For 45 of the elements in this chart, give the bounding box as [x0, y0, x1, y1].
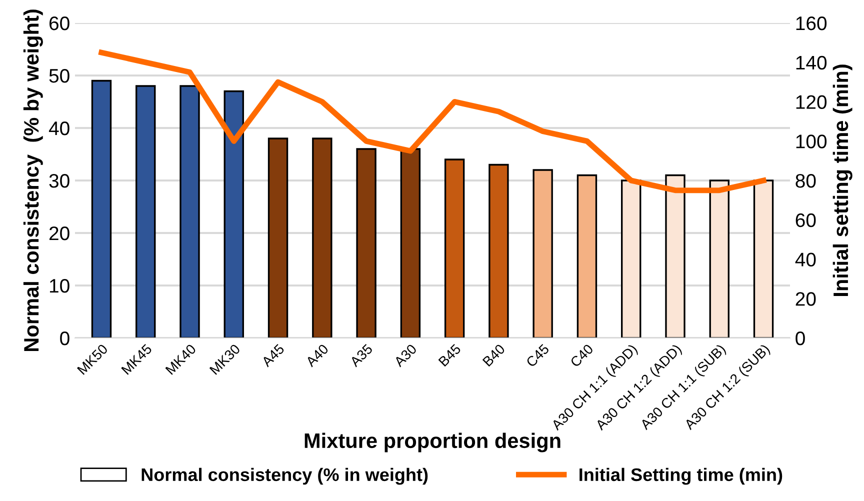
y2-tick-label: 0: [796, 331, 805, 346]
y2-tick-label: 140: [796, 56, 827, 70]
x-tick-label: C45: [526, 344, 550, 368]
bar: [224, 90, 244, 338]
x-tick-label: B45: [438, 344, 462, 367]
y-axis-title: Normal consistency (% by weight): [23, 10, 43, 352]
legend-label: Initial Setting time (min): [580, 468, 782, 485]
bar: [312, 138, 332, 338]
y2-tick-label: 40: [795, 252, 816, 266]
y2-tick-label: 60: [796, 213, 816, 228]
y-tick-label: 60: [50, 16, 70, 30]
y-tick-label: 20: [49, 226, 70, 240]
y2-tick-label: 20: [796, 292, 816, 306]
bar: [136, 85, 156, 338]
y-tick-label: 50: [49, 68, 70, 83]
x-tick-label: A35: [349, 344, 374, 368]
bar: [532, 169, 553, 338]
y-tick-label: 0: [60, 331, 70, 346]
y-tick-label: 10: [50, 278, 70, 293]
legend-label: Normal consistency (% in weight): [142, 468, 428, 485]
y2-tick-label: 120: [796, 95, 827, 109]
x-tick-label: A45: [260, 344, 285, 368]
bar: [91, 80, 112, 338]
x-tick-label: B40: [482, 344, 506, 367]
bar: [576, 174, 598, 338]
bar: [665, 174, 686, 338]
x-tick-label: A30: [393, 344, 418, 368]
y2-tick-label: 80: [796, 174, 816, 188]
bar: [444, 158, 465, 338]
bar: [709, 180, 730, 338]
bar: [621, 180, 642, 338]
bar: [180, 85, 200, 338]
y-tick-label: 40: [48, 121, 70, 136]
bar: [753, 180, 774, 338]
x-tick-label: C40: [570, 344, 594, 368]
y-tick-label: 30: [49, 174, 70, 188]
bar: [268, 138, 288, 338]
y2-tick-label: 100: [796, 134, 827, 148]
x-axis-title: Mixture proportion design: [304, 432, 560, 452]
bar: [356, 148, 376, 338]
x-tick-label: A40: [304, 344, 329, 368]
y2-tick-label: 160: [796, 16, 827, 30]
bar: [488, 164, 509, 338]
bar: [400, 148, 421, 338]
y2-axis-title: Initial setting time (min): [832, 64, 852, 296]
